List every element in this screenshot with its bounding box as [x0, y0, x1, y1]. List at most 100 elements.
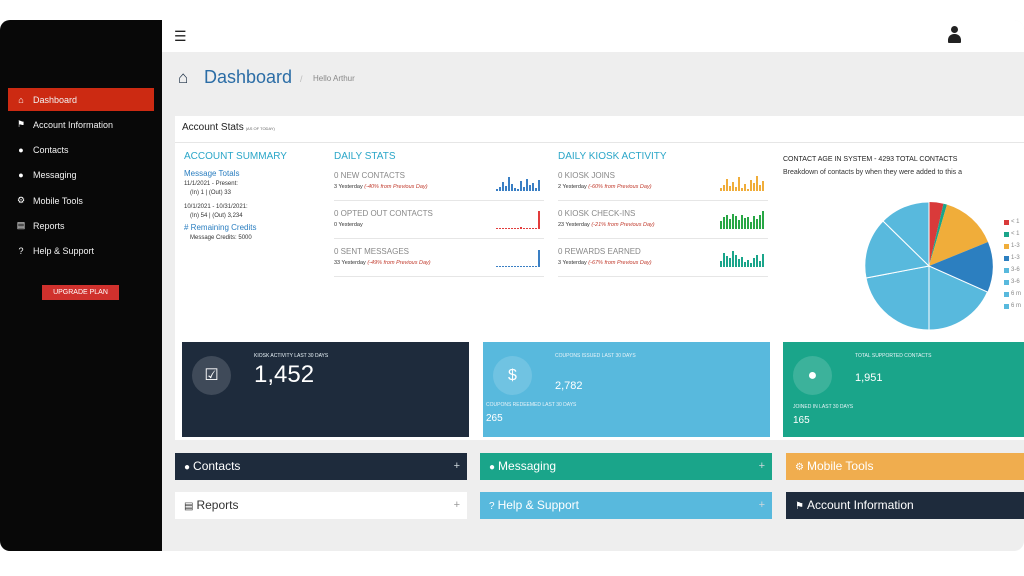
sparkline-bar	[756, 219, 758, 229]
expand-icon[interactable]: +	[758, 460, 765, 472]
users-icon: ●	[807, 367, 818, 384]
sidebar-item-messaging[interactable]: ● Messaging	[8, 164, 154, 187]
sparkline-bar	[538, 211, 540, 229]
sparkline-bar	[729, 186, 731, 191]
sparkline-bar	[726, 179, 728, 191]
chat-icon: ●	[18, 170, 24, 181]
sparkline-bar	[505, 186, 507, 191]
sidebar-item-contacts[interactable]: ● Contacts	[8, 139, 154, 162]
message-totals-link[interactable]: Message Totals	[184, 169, 240, 178]
sidebar-item-label: Reports	[33, 220, 65, 231]
sidebar-item-account-information[interactable]: ⚑ Account Information	[8, 113, 154, 136]
sparkline-bar	[750, 180, 752, 191]
sidebar-item-reports[interactable]: ▤ Reports	[8, 214, 154, 237]
sparkline-bar	[726, 256, 728, 267]
period-label: 10/1/2021 - 10/31/2021:	[184, 204, 248, 210]
sparkline-bar	[535, 188, 537, 191]
sparkline-bar	[529, 266, 531, 267]
mobile-tools-panel[interactable]: ⚙ Mobile Tools	[786, 453, 1024, 480]
sparkline-bar	[735, 255, 737, 267]
sparkline-bar	[729, 258, 731, 267]
sparkline-bar	[514, 228, 516, 229]
sparkline-bar	[756, 255, 758, 267]
expand-icon[interactable]: +	[758, 499, 765, 511]
bar-chart-icon: ▤	[184, 501, 194, 512]
sparkline-bar	[529, 185, 531, 191]
sparkline-bar	[523, 187, 525, 191]
greeting: Hello Arthur	[313, 74, 355, 83]
sparkline-bar	[505, 228, 507, 229]
stat-row-opted-out: 0 OPTED OUT CONTACTS 0 Yesterday	[334, 203, 544, 239]
contact-age-legend: < 1 < 1 1-3 1-3 3-6 3-6 6 m 6 m	[1004, 216, 1024, 312]
expand-icon[interactable]: +	[453, 499, 460, 511]
help-support-panel[interactable]: ? Help & Support +	[480, 492, 772, 519]
contacts-panel[interactable]: ● Contacts +	[175, 453, 467, 480]
sparkline	[496, 171, 542, 191]
expand-icon[interactable]: +	[453, 460, 460, 472]
sparkline-bar	[520, 181, 522, 191]
legend-item: < 1	[1004, 216, 1024, 228]
sparkline-bar	[762, 211, 764, 229]
sparkline-bar	[508, 228, 510, 229]
sidebar-item-help-support[interactable]: ? Help & Support	[8, 240, 154, 263]
sparkline-bar	[747, 217, 749, 229]
sparkline-bar	[759, 261, 761, 267]
dollar-icon: $	[508, 367, 517, 384]
sparkline-bar	[723, 217, 725, 229]
bar-chart-icon: ▤	[16, 220, 26, 231]
sparkline-bar	[505, 266, 507, 267]
legend-item: 6 m	[1004, 288, 1024, 300]
sparkline-bar	[753, 183, 755, 191]
legend-item: 1-3	[1004, 240, 1024, 252]
pie-slice	[929, 204, 988, 266]
sparkline-bar	[720, 221, 722, 229]
sparkline-bar	[535, 266, 537, 267]
sparkline-bar	[750, 263, 752, 267]
remaining-credits-link[interactable]: # Remaining Credits	[184, 223, 257, 232]
sparkline-bar	[744, 262, 746, 267]
sparkline-bar	[747, 260, 749, 267]
sparkline-bar	[759, 215, 761, 229]
account-information-panel[interactable]: ⚑ Account Information	[786, 492, 1024, 519]
gears-icon: ⚙	[16, 195, 26, 206]
question-icon: ?	[18, 246, 24, 257]
sparkline-bar	[511, 184, 513, 191]
sparkline-bar	[535, 228, 537, 229]
sparkline-bar	[511, 228, 513, 229]
sparkline-bar	[741, 257, 743, 267]
sparkline-bar	[538, 180, 540, 191]
sparkline-bar	[517, 189, 519, 191]
main-content: ⌂ Dashboard / Hello Arthur Account Stats…	[162, 52, 1024, 551]
sparkline-bar	[499, 187, 501, 191]
sparkline-bar	[744, 218, 746, 229]
check-square-icon: ☑	[204, 367, 219, 384]
sidebar-item-dashboard[interactable]: ⌂ Dashboard	[8, 88, 154, 111]
page-header: ⌂ Dashboard / Hello Arthur	[162, 52, 1024, 102]
sparkline-bar	[732, 182, 734, 191]
sparkline-bar	[738, 220, 740, 229]
pie-slice	[929, 202, 944, 266]
reports-panel[interactable]: ▤ Reports +	[175, 492, 467, 519]
kiosk-activity-value: 1,452	[254, 361, 315, 388]
question-icon: ?	[489, 501, 495, 512]
sparkline-bar	[532, 183, 534, 191]
flag-icon: ⚑	[16, 119, 26, 130]
user-avatar-icon[interactable]	[948, 26, 961, 44]
sparkline-bar	[753, 258, 755, 267]
sparkline	[720, 247, 766, 267]
sidebar-item-mobile-tools[interactable]: ⚙ Mobile Tools	[8, 189, 154, 212]
upgrade-plan-button[interactable]: UPGRADE PLAN	[42, 285, 119, 300]
sparkline-bar	[499, 228, 501, 229]
legend-item: 6 m	[1004, 300, 1024, 312]
sidebar-item-label: Dashboard	[33, 94, 78, 105]
sparkline-bar	[756, 176, 758, 191]
gears-icon: ⚙	[795, 462, 804, 473]
period-values: (In) 54 | (Out) 3,234	[190, 213, 243, 219]
menu-icon[interactable]: ☰	[174, 28, 187, 44]
topbar: ☰	[162, 20, 1024, 52]
stat-row-kiosk-checkins: 0 KIOSK CHECK-INS 23 Yesterday (-21% fro…	[558, 203, 768, 239]
messaging-panel[interactable]: ● Messaging +	[480, 453, 772, 480]
sparkline-bar	[517, 228, 519, 229]
sparkline-bar	[502, 182, 504, 191]
sparkline-bar	[762, 181, 764, 191]
